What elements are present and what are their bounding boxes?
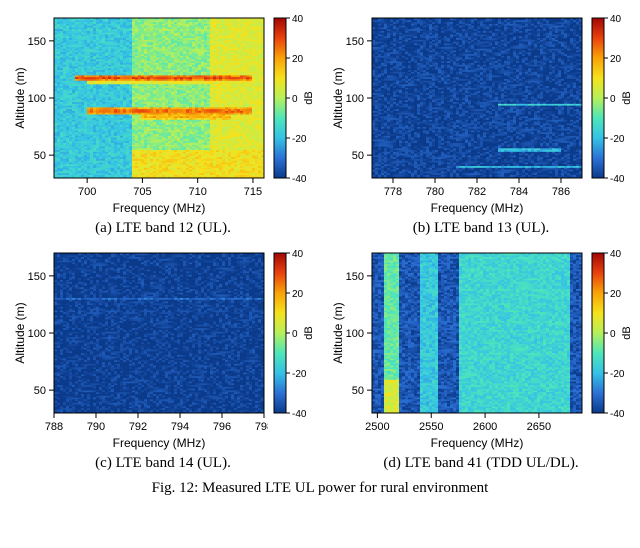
panel-b: 77878078278478650100150Frequency (MHz)Al… — [328, 10, 634, 237]
caption-b: (b) LTE band 13 (UL). — [413, 220, 550, 237]
spectrogram-c: 78879079279479679850100150Frequency (MHz… — [10, 245, 268, 451]
chart-a-wrap: 70070571071550100150Frequency (MHz)Altit… — [10, 10, 316, 216]
caption-d: (d) LTE band 41 (TDD UL/DL). — [383, 455, 578, 472]
caption-a: (a) LTE band 12 (UL). — [95, 220, 231, 237]
caption-c: (c) LTE band 14 (UL). — [95, 455, 231, 472]
panel-a: 70070571071550100150Frequency (MHz)Altit… — [10, 10, 316, 237]
colorbar-b: -40-2002040dB — [590, 10, 634, 216]
spectrogram-b: 77878078278478650100150Frequency (MHz)Al… — [328, 10, 586, 216]
chart-c-wrap: 78879079279479679850100150Frequency (MHz… — [10, 245, 316, 451]
colorbar-c: -40-2002040dB — [272, 245, 316, 451]
spectrogram-a: 70070571071550100150Frequency (MHz)Altit… — [10, 10, 268, 216]
panel-c: 78879079279479679850100150Frequency (MHz… — [10, 245, 316, 472]
figure-caption: Fig. 12: Measured LTE UL power for rural… — [10, 480, 630, 497]
panel-d: 250025502600265050100150Frequency (MHz)A… — [328, 245, 634, 472]
spectrogram-d: 250025502600265050100150Frequency (MHz)A… — [328, 245, 586, 451]
colorbar-d: -40-2002040dB — [590, 245, 634, 451]
chart-b-wrap: 77878078278478650100150Frequency (MHz)Al… — [328, 10, 634, 216]
chart-d-wrap: 250025502600265050100150Frequency (MHz)A… — [328, 245, 634, 451]
figure-grid: 70070571071550100150Frequency (MHz)Altit… — [10, 10, 630, 472]
colorbar-a: -40-2002040dB — [272, 10, 316, 216]
